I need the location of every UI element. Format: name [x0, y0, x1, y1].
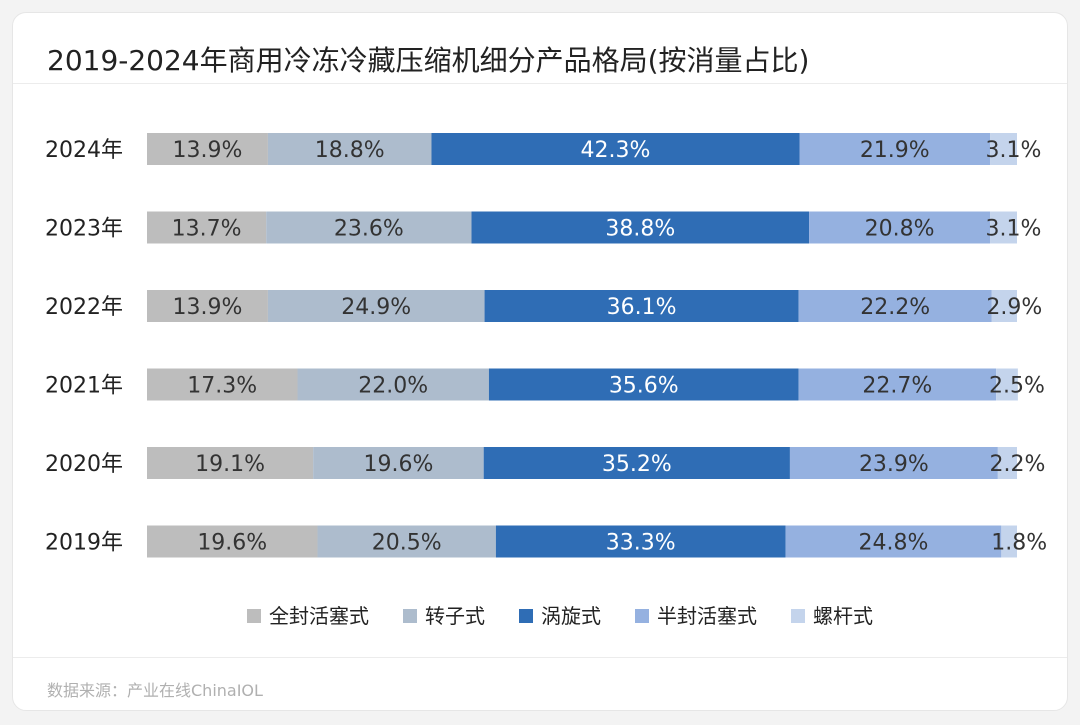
legend-swatch — [635, 609, 649, 623]
bar-segment — [991, 290, 1017, 322]
category-label: 2020年 — [45, 452, 123, 477]
data-label: 22.0% — [358, 374, 428, 399]
data-label: 38.8% — [605, 217, 675, 242]
bar-segment — [317, 525, 496, 558]
data-label: 3.1% — [986, 217, 1042, 242]
category-label: 2023年 — [45, 217, 123, 242]
data-label: 42.3% — [581, 138, 651, 163]
data-label: 19.6% — [363, 452, 433, 477]
data-label: 35.2% — [602, 452, 672, 477]
bar-segment — [495, 525, 786, 558]
legend-swatch — [247, 609, 261, 623]
data-label: 18.8% — [315, 138, 385, 163]
data-label: 22.2% — [860, 295, 930, 320]
stacked-bar-chart: 2024年 13.9% 18.8% 42.3% 21.9% 3.1% 2023年 13.7% 2… — [45, 133, 1047, 628]
chart-title: 2019-2024年商用冷冻冷藏压缩机细分产品格局(按消量占比) — [47, 44, 810, 77]
category-label: 2024年 — [45, 138, 123, 163]
category-label: 2022年 — [45, 295, 123, 320]
legend-label: 涡旋式 — [541, 604, 601, 628]
legend-swatch — [791, 609, 805, 623]
data-label: 13.9% — [173, 295, 243, 320]
data-label: 1.8% — [991, 531, 1047, 556]
bar-segment — [809, 211, 991, 244]
bar-segment — [785, 525, 1002, 558]
title-divider — [13, 83, 1067, 84]
bar-segment — [267, 133, 432, 165]
data-label: 2.2% — [989, 452, 1045, 477]
bar-segment — [313, 447, 484, 479]
data-label: 2.9% — [986, 295, 1042, 320]
bar-segment — [431, 133, 800, 165]
legend-label: 半封活塞式 — [657, 604, 757, 628]
legend-label: 转子式 — [425, 604, 485, 628]
category-label: 2021年 — [45, 374, 123, 399]
data-label: 19.1% — [195, 452, 265, 477]
bar-segment — [297, 368, 489, 401]
bar-segment — [488, 368, 799, 401]
bar-segment — [267, 290, 485, 322]
chart-card: 2019-2024年商用冷冻冷藏压缩机细分产品格局(按消量占比) 2024年 13… — [12, 12, 1068, 711]
data-label: 36.1% — [607, 295, 677, 320]
bar-segment — [799, 133, 991, 165]
data-source: 数据来源：产业在线ChinaIOL — [47, 681, 263, 700]
data-label: 17.3% — [187, 374, 257, 399]
legend-swatch — [519, 609, 533, 623]
bar-segment — [471, 211, 810, 244]
data-label: 20.5% — [372, 531, 442, 556]
data-label: 13.9% — [173, 138, 243, 163]
bar-segment — [147, 133, 268, 165]
bar-segment — [996, 368, 1018, 401]
data-label: 23.9% — [859, 452, 929, 477]
bar-segment — [483, 447, 790, 479]
data-label: 23.6% — [334, 217, 404, 242]
bar-segment — [997, 447, 1017, 479]
bar-segment — [789, 447, 998, 479]
footer-divider — [13, 657, 1067, 658]
bar-segment — [798, 290, 992, 322]
legend-label: 全封活塞式 — [269, 604, 369, 628]
legend-label: 螺杆式 — [813, 604, 873, 628]
bar-segment — [484, 290, 799, 322]
data-label: 21.9% — [860, 138, 930, 163]
data-label: 24.9% — [341, 295, 411, 320]
data-label: 20.8% — [865, 217, 935, 242]
data-label: 3.1% — [986, 138, 1042, 163]
bar-segment — [147, 211, 267, 244]
bar-segment — [147, 525, 318, 558]
category-label: 2019年 — [45, 531, 123, 556]
data-label: 33.3% — [606, 531, 676, 556]
bar-segment — [990, 133, 1017, 165]
bar-segment — [147, 368, 298, 401]
bar-segment — [798, 368, 997, 401]
data-label: 19.6% — [197, 531, 267, 556]
legend-swatch — [403, 609, 417, 623]
bar-segment — [266, 211, 472, 244]
bar-segment — [1001, 525, 1017, 558]
bar-segment — [147, 447, 314, 479]
data-label: 24.8% — [859, 531, 929, 556]
data-label: 13.7% — [172, 217, 242, 242]
data-label: 35.6% — [609, 374, 679, 399]
data-label: 22.7% — [862, 374, 932, 399]
bar-segment — [147, 290, 268, 322]
bar-segment — [990, 211, 1017, 244]
data-label: 2.5% — [989, 374, 1045, 399]
